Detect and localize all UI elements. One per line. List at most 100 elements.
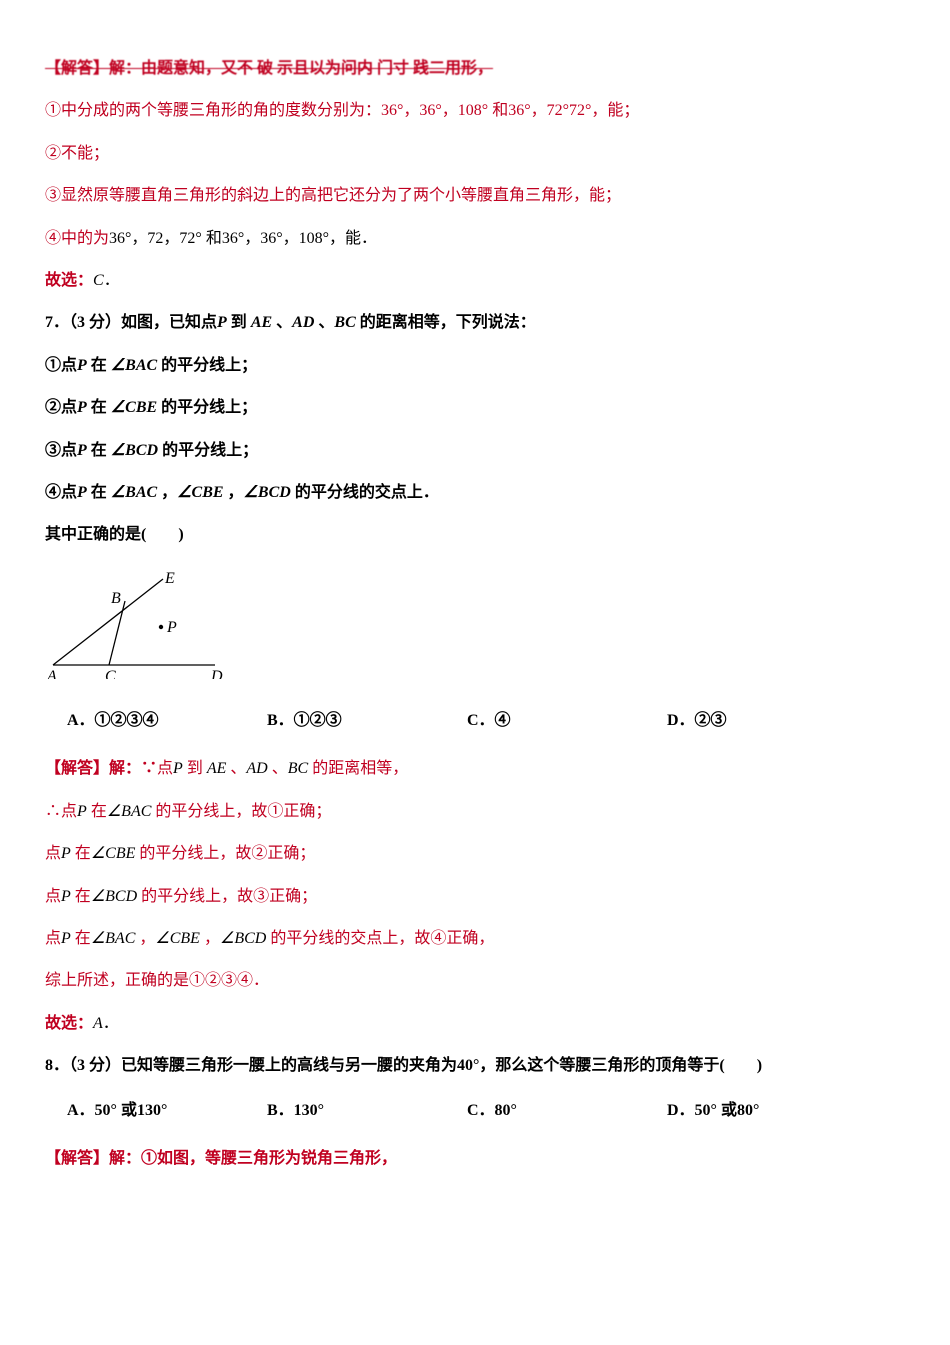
q7-s3: ③点P 在 ∠BCD 的平分线上； — [45, 432, 905, 470]
q7-opt-a: A．①②③④ — [67, 702, 267, 740]
t: ， — [135, 930, 155, 947]
v: ∠BCD — [91, 888, 137, 905]
v: ∠CBE — [177, 484, 223, 501]
v: P — [61, 930, 71, 947]
q7-opt-d: D．②③ — [667, 702, 867, 740]
t: 、 — [268, 760, 288, 777]
t: 的距离相等， — [308, 760, 408, 777]
svg-text:B: B — [111, 590, 121, 607]
v: ∠BAC — [91, 930, 136, 947]
sol7-l6: 故选：A． — [45, 1005, 905, 1043]
q7-stem: 7．（3 分）如图，已知点P 到 AE 、AD 、BC 的距离相等，下列说法： — [45, 304, 905, 342]
sol8: 【解答】解：①如图，等腰三角形为锐角三角形， — [45, 1140, 905, 1178]
t: 的平分线的交点上． — [291, 484, 439, 501]
sol7-l5: 综上所述，正确的是①②③④． — [45, 962, 905, 1000]
v: BC — [288, 760, 308, 777]
t: 36°，36°，108°，能． — [222, 230, 377, 247]
svg-text:A: A — [46, 668, 57, 679]
t: ， — [157, 484, 177, 501]
p6-line3: ③显然原等腰直角三角形的斜边上的高把它还分为了两个小等腰直角三角形，能； — [45, 177, 905, 215]
v: P — [77, 442, 87, 459]
q7-options: A．①②③④ B．①②③ C．④ D．②③ — [45, 702, 905, 740]
q8-options: A．50° 或130° B．130° C．80° D．50° 或80° — [45, 1092, 905, 1130]
t: ∴ — [45, 803, 61, 820]
p6-line2: ②不能； — [45, 135, 905, 173]
t: 【解答】解：∵ — [45, 760, 157, 777]
t: ②点 — [45, 399, 77, 416]
t: 到 — [183, 760, 207, 777]
t: 、 — [226, 760, 246, 777]
q8-stem: 8．（3 分）已知等腰三角形一腰上的高线与另一腰的夹角为40°，那么这个等腰三角… — [45, 1047, 905, 1085]
text: ①中分成的两个等腰三角形的角的度数分别为：36°，36°，108° 和36°，7… — [45, 102, 639, 119]
t: 到 — [227, 314, 251, 331]
svg-text:E: E — [164, 570, 175, 587]
t: 的平分线上，故②正确； — [135, 845, 315, 862]
answer-letter: A — [93, 1015, 103, 1032]
p6-line1: ①中分成的两个等腰三角形的角的度数分别为：36°，36°，108° 和36°，7… — [45, 92, 905, 130]
var: AE — [251, 314, 272, 331]
t: 在 — [71, 930, 91, 947]
v: P — [77, 803, 87, 820]
t: 点 — [157, 760, 173, 777]
v: ∠CBE — [111, 399, 157, 416]
q8-opt-b: B．130° — [267, 1092, 467, 1130]
v: ∠BAC — [111, 357, 157, 374]
sol7-l0: 【解答】解：∵点P 到 AE 、AD 、BC 的距离相等， — [45, 750, 905, 788]
v: ∠BCD — [220, 930, 266, 947]
t: 在 — [71, 888, 91, 905]
t: 在 — [87, 442, 111, 459]
answer-letter: C — [93, 272, 104, 289]
sol7-l3: 点P 在∠BCD 的平分线上，故③正确； — [45, 878, 905, 916]
q7-zhong: 其中正确的是( ) — [45, 516, 905, 554]
t: ④中的为 — [45, 230, 109, 247]
v: P — [77, 357, 87, 374]
t: 36°，72，72° 和 — [109, 230, 222, 247]
partial-header: 【解答】解：由题意知，又不 破 示且以为问内 门寸 践二用形， — [45, 50, 905, 88]
t: 点 — [45, 888, 61, 905]
t: 的平分线上； — [157, 357, 257, 374]
t: ， — [200, 930, 220, 947]
q7-diagram-svg: ACDBEP — [45, 569, 235, 679]
t: 在 — [87, 484, 111, 501]
t: 、 — [272, 314, 292, 331]
v: P — [77, 484, 87, 501]
q8-opt-c: C．80° — [467, 1092, 667, 1130]
q7-diagram: ACDBEP — [45, 569, 905, 694]
t: ①点 — [45, 357, 77, 374]
sol7-l4: 点P 在∠BAC ，∠CBE ，∠BCD 的平分线的交点上，故④正确， — [45, 920, 905, 958]
q7-s2: ②点P 在 ∠CBE 的平分线上； — [45, 389, 905, 427]
var: P — [217, 314, 227, 331]
t: 点 — [45, 930, 61, 947]
t: 在 — [87, 803, 107, 820]
q7-opt-b: B．①②③ — [267, 702, 467, 740]
t: 的平分线上，故③正确； — [137, 888, 317, 905]
t: 在 — [71, 845, 91, 862]
t: 7．（3 分）如图，已知点 — [45, 314, 217, 331]
v: AE — [207, 760, 227, 777]
text: ④中的为 — [45, 230, 109, 247]
v: P — [61, 888, 71, 905]
sol7-l1: ∴点P 在∠BAC 的平分线上，故①正确； — [45, 793, 905, 831]
t: 在 — [87, 399, 111, 416]
q7-opt-c: C．④ — [467, 702, 667, 740]
t: 故选： — [45, 1015, 93, 1032]
v: ∠CBE — [91, 845, 136, 862]
t: 的平分线上，故①正确； — [151, 803, 331, 820]
label: 故选： — [45, 272, 93, 289]
svg-text:D: D — [210, 668, 223, 679]
v: ∠BAC — [107, 803, 152, 820]
var: AD — [292, 314, 314, 331]
v: P — [77, 399, 87, 416]
t: 的平分线的交点上，故④正确， — [266, 930, 494, 947]
t: 在 — [87, 357, 111, 374]
t: 的距离相等，下列说法： — [356, 314, 536, 331]
t: 点 — [61, 803, 77, 820]
t: 点 — [45, 845, 61, 862]
t: ， — [224, 484, 244, 501]
v: P — [61, 845, 71, 862]
v: ∠BAC — [111, 484, 157, 501]
text: ②不能； — [45, 145, 109, 162]
var: BC — [334, 314, 355, 331]
v: ∠BCD — [111, 442, 158, 459]
p6-choice: 故选：C． — [45, 262, 905, 300]
